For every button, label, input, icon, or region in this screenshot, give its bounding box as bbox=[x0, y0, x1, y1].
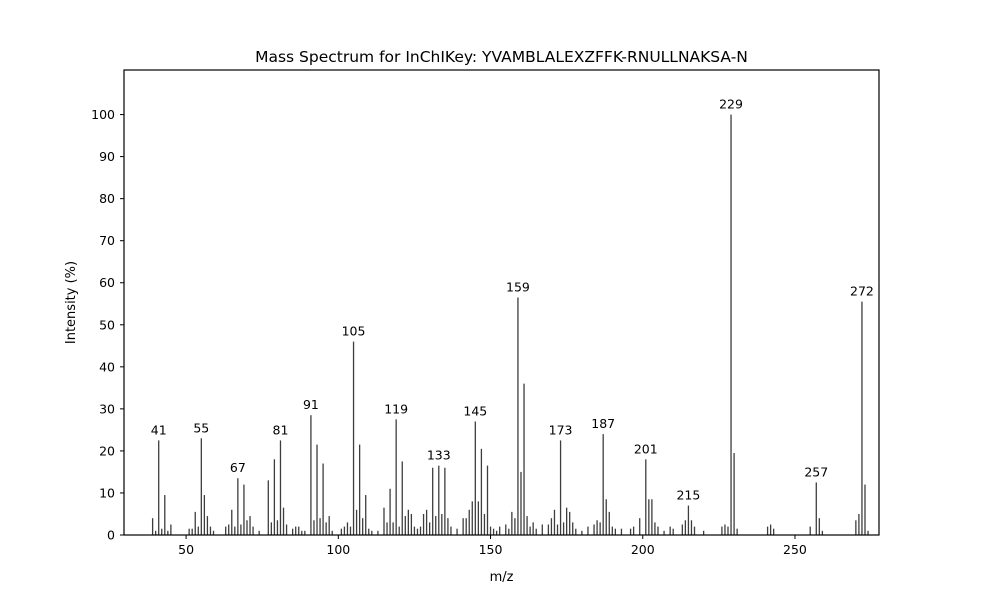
plot-content: 50 100 150 200 250 0 10 20 30 40 50 60 70 80 90 100 41 55… bbox=[91, 97, 874, 557]
chart-title: Mass Spectrum for InChIKey: YVAMBLALEXZF… bbox=[255, 48, 748, 66]
y-tick-label: 80 bbox=[99, 191, 115, 206]
peak-annotation-145: 145 bbox=[463, 403, 487, 418]
peak-annotation-41: 41 bbox=[151, 422, 167, 437]
y-tick-label: 60 bbox=[99, 275, 115, 290]
peak-annotation-229: 229 bbox=[719, 97, 743, 112]
peak-annotation-215: 215 bbox=[676, 488, 700, 503]
x-tick-label: 250 bbox=[783, 542, 807, 557]
peak-annotation-67: 67 bbox=[230, 460, 246, 475]
peak-annotation-133: 133 bbox=[427, 448, 451, 463]
x-tick-label: 100 bbox=[326, 542, 350, 557]
peak-annotation-201: 201 bbox=[634, 441, 658, 456]
peak-annotation-272: 272 bbox=[850, 284, 874, 299]
y-tick-label: 50 bbox=[99, 317, 115, 332]
peak-annotation-187: 187 bbox=[591, 416, 615, 431]
y-tick-label: 30 bbox=[99, 401, 115, 416]
y-tick-label: 40 bbox=[99, 359, 115, 374]
y-tick-label: 90 bbox=[99, 149, 115, 164]
peak-annotation-119: 119 bbox=[384, 401, 408, 416]
peak-annotation-55: 55 bbox=[193, 420, 209, 435]
x-tick-label: 150 bbox=[479, 542, 503, 557]
y-axis-label: Intensity (%) bbox=[64, 261, 79, 344]
peak-annotation-173: 173 bbox=[549, 422, 573, 437]
y-tick-label: 70 bbox=[99, 233, 115, 248]
peak-annotation-91: 91 bbox=[303, 397, 319, 412]
x-tick-label: 50 bbox=[178, 542, 194, 557]
peak-annotation-81: 81 bbox=[273, 422, 289, 437]
plot-area bbox=[123, 69, 880, 536]
x-tick-label: 200 bbox=[631, 542, 655, 557]
peak-annotation-159: 159 bbox=[506, 279, 530, 294]
y-tick-label: 10 bbox=[99, 485, 115, 500]
x-axis-label: m/z bbox=[490, 570, 514, 585]
peak-annotation-105: 105 bbox=[342, 324, 366, 339]
y-tick-label: 20 bbox=[99, 443, 115, 458]
y-tick-label: 100 bbox=[91, 107, 115, 122]
peak-annotation-257: 257 bbox=[804, 464, 828, 479]
y-tick-label: 0 bbox=[107, 528, 115, 543]
